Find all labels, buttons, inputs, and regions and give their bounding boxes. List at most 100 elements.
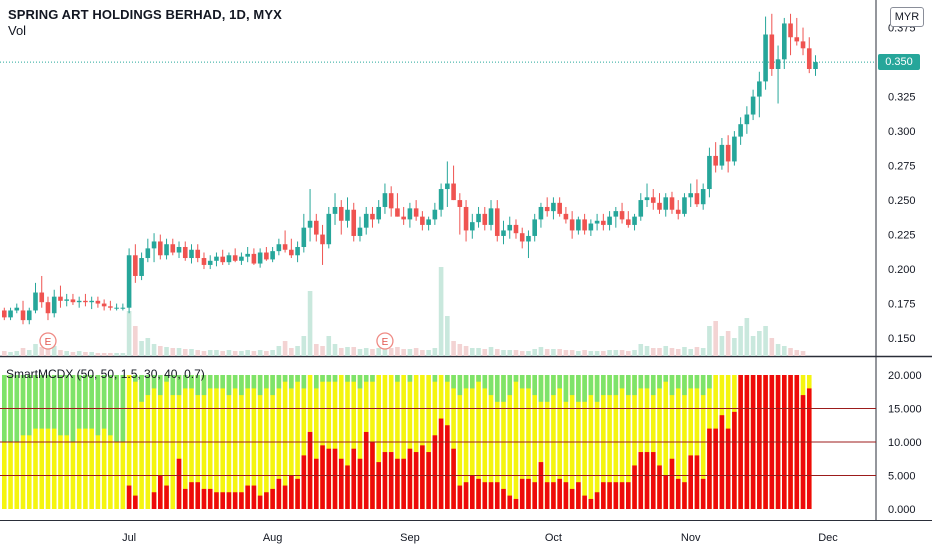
candle-body bbox=[638, 200, 644, 217]
candle-body bbox=[407, 208, 413, 220]
indicator-red-bar bbox=[232, 492, 238, 509]
indicator-green-bar bbox=[320, 375, 325, 382]
candle-body bbox=[151, 241, 157, 249]
indicator-green-bar bbox=[601, 375, 606, 396]
indicator-green-bar bbox=[45, 375, 51, 429]
candle-body bbox=[557, 202, 562, 214]
candle-body bbox=[133, 255, 138, 276]
volume-bar bbox=[669, 348, 675, 356]
candle bbox=[114, 303, 119, 311]
indicator-red-bar bbox=[357, 458, 363, 509]
volume-bar bbox=[139, 341, 144, 356]
indicator-red-bar bbox=[657, 465, 662, 509]
indicator-green-bar bbox=[189, 375, 194, 389]
candle-body bbox=[800, 41, 806, 49]
candle bbox=[538, 202, 544, 228]
candle bbox=[164, 238, 169, 260]
candle bbox=[401, 206, 406, 225]
volume-bar bbox=[345, 347, 350, 356]
volume-bar bbox=[20, 348, 26, 356]
candle bbox=[145, 238, 151, 263]
volume-bar bbox=[569, 350, 575, 356]
volume-bar bbox=[108, 353, 113, 356]
indicator-green-bar bbox=[657, 375, 662, 389]
indicator-green-bar bbox=[108, 375, 113, 436]
candle bbox=[108, 300, 113, 311]
volume-bar bbox=[507, 350, 513, 356]
indicator-red-bar bbox=[800, 395, 806, 509]
indicator-red-bar bbox=[682, 482, 687, 509]
candle bbox=[719, 137, 725, 170]
volume-bar bbox=[158, 346, 163, 356]
volume-bar bbox=[638, 344, 644, 356]
indicator-green-bar bbox=[663, 375, 669, 382]
indicator-red-bar bbox=[151, 492, 157, 509]
candle-body bbox=[76, 300, 82, 303]
volume-bar bbox=[176, 348, 182, 356]
earnings-marker-label: E bbox=[382, 337, 389, 348]
candle-body bbox=[145, 248, 151, 259]
time-tick-label: Aug bbox=[263, 532, 283, 544]
candle bbox=[370, 206, 375, 228]
volume-bar bbox=[744, 318, 750, 356]
indicator-green-bar bbox=[551, 375, 556, 396]
candle bbox=[70, 293, 76, 305]
volume-bar bbox=[657, 348, 662, 356]
volume-bar bbox=[388, 348, 394, 356]
candle-body bbox=[33, 292, 38, 311]
volume-bar bbox=[189, 349, 194, 356]
volume-bar bbox=[114, 353, 119, 356]
candle bbox=[470, 213, 475, 239]
indicator-green-bar bbox=[245, 375, 250, 389]
volume-bar bbox=[320, 346, 325, 356]
volume-bar bbox=[214, 350, 219, 356]
indicator-red-bar bbox=[445, 425, 450, 509]
volume-bar bbox=[757, 331, 762, 356]
currency-button[interactable]: MYR bbox=[890, 7, 924, 27]
candle-body bbox=[395, 208, 400, 217]
price-tick-label: 0.250 bbox=[888, 195, 916, 207]
candle bbox=[738, 117, 743, 145]
candle-body bbox=[245, 253, 250, 257]
candle bbox=[382, 183, 388, 214]
volume-bar bbox=[794, 350, 800, 356]
indicator-green-bar bbox=[632, 375, 637, 396]
candle bbox=[426, 216, 431, 231]
indicator-red-bar bbox=[569, 488, 575, 509]
candle bbox=[619, 202, 625, 224]
indicator-green-bar bbox=[494, 375, 500, 402]
volume-bar bbox=[694, 347, 700, 356]
candle bbox=[83, 293, 88, 307]
volume-bar bbox=[663, 346, 669, 356]
indicator-red-bar bbox=[326, 448, 332, 509]
candle-body bbox=[445, 183, 450, 190]
indicator-green-bar bbox=[501, 375, 506, 402]
candle-body bbox=[544, 206, 550, 212]
volume-bar bbox=[26, 350, 32, 356]
candle-body bbox=[58, 296, 63, 301]
time-tick-label: Sep bbox=[400, 532, 420, 544]
volume-bar bbox=[713, 321, 718, 356]
candle-body bbox=[763, 34, 768, 82]
candle bbox=[264, 246, 269, 261]
indicator-green-bar bbox=[39, 375, 45, 429]
indicator-red-bar bbox=[451, 448, 456, 509]
candle-body bbox=[39, 292, 45, 303]
indicator-red-bar bbox=[401, 458, 406, 509]
indicator-red-bar bbox=[707, 428, 712, 509]
candle-body bbox=[594, 220, 600, 224]
candle-body bbox=[376, 206, 381, 220]
indicator-green-bar bbox=[482, 375, 488, 389]
candle bbox=[757, 71, 762, 118]
candle bbox=[182, 241, 188, 261]
volume-bar bbox=[488, 347, 494, 356]
indicator-green-bar bbox=[295, 375, 300, 382]
time-tick-label: Jul bbox=[122, 532, 136, 544]
volume-bar bbox=[164, 347, 169, 356]
volume-bar bbox=[582, 350, 587, 356]
indicator-green-bar bbox=[451, 375, 456, 389]
volume-bar bbox=[619, 350, 625, 356]
indicator-red-bar bbox=[732, 411, 737, 509]
